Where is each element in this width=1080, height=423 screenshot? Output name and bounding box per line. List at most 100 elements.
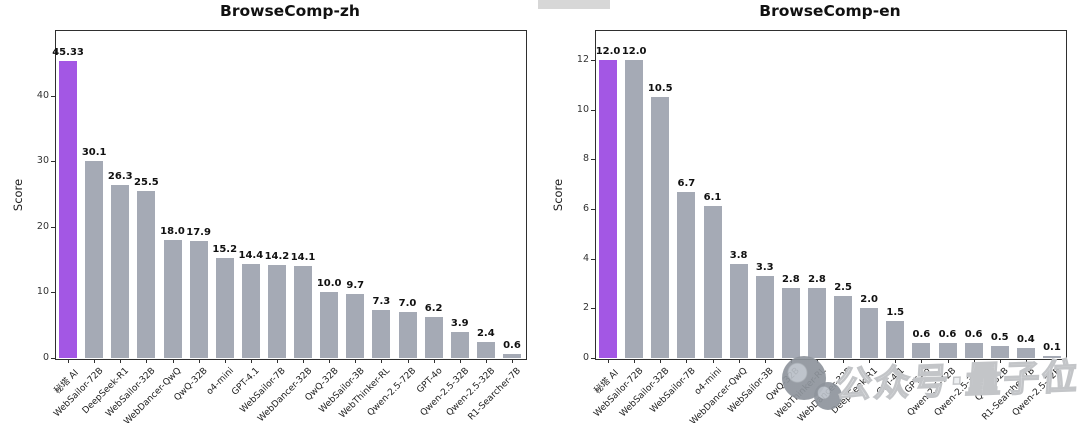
y-tick-mark [591, 258, 595, 260]
x-tick-mark [94, 359, 96, 363]
qbitai-logo-icon [814, 382, 842, 410]
chart-title: BrowseComp-en [759, 2, 901, 20]
bar-value-label: 7.3 [372, 296, 391, 308]
x-tick-mark [433, 359, 435, 363]
bar [677, 191, 696, 358]
bar [346, 294, 365, 358]
x-tick-mark [764, 359, 766, 363]
bar-value-label: 6.1 [703, 192, 722, 204]
bar-value-label: 14.4 [238, 249, 264, 261]
bar-value-label: 2.8 [781, 274, 800, 286]
bar [398, 312, 417, 358]
bar [163, 239, 182, 358]
bar-value-label: 0.5 [990, 331, 1009, 343]
y-axis-label: Score [11, 178, 25, 212]
bar-value-label: 17.9 [186, 226, 211, 238]
x-tick-mark [68, 359, 70, 363]
chart-browsecomp-en: BrowseComp-en Score 0 2 4 6 8 10 12 12.0 秘塔 AI 12… [540, 0, 1080, 423]
bar-value-label: 2.8 [808, 274, 826, 286]
bar [938, 343, 957, 358]
x-tick-mark [329, 359, 331, 363]
x-tick-mark [198, 359, 200, 363]
x-tick-mark [511, 359, 513, 363]
x-tick-mark [381, 359, 383, 363]
x-tick-mark [224, 359, 226, 363]
watermark: 公众号·量子位 [770, 346, 1080, 423]
x-tick-mark [485, 359, 487, 363]
y-tick-mark [591, 358, 595, 359]
bar [990, 345, 1009, 358]
bar [476, 342, 495, 358]
bar [651, 97, 670, 358]
y-tick-label: 0 [582, 352, 589, 363]
bar-value-label: 0.4 [1016, 334, 1035, 346]
y-tick-mark [51, 358, 55, 359]
bar [241, 263, 260, 358]
bar-value-label: 25.5 [134, 176, 159, 188]
bar-value-label: 30.1 [81, 146, 107, 158]
bar-value-label: 6.2 [424, 303, 443, 315]
bar-value-label: 0.6 [912, 329, 931, 341]
bar [1042, 355, 1061, 358]
bar-value-label: 10.5 [647, 83, 673, 95]
y-tick-label: 8 [582, 153, 589, 165]
y-tick-mark [591, 109, 595, 111]
bar-value-label: 7.0 [398, 298, 417, 310]
x-tick-mark [1025, 359, 1027, 363]
x-tick-mark [895, 359, 897, 363]
y-tick-label: 0 [42, 352, 49, 363]
bar [59, 60, 78, 358]
y-tick-mark [591, 208, 595, 210]
x-tick-mark [843, 359, 845, 363]
bar [137, 190, 156, 358]
x-tick-mark [712, 359, 714, 363]
y-tick-label: 12 [576, 53, 589, 65]
bar-value-label: 0.6 [938, 329, 957, 341]
bar [912, 343, 931, 358]
x-tick-mark [250, 359, 252, 363]
y-tick-mark [591, 59, 595, 61]
x-tick-mark [999, 359, 1001, 363]
x-tick-mark [407, 359, 409, 363]
x-tick-mark [1051, 359, 1053, 363]
y-tick-mark [51, 161, 55, 163]
bar [450, 332, 469, 358]
bar-value-label: 18.0 [160, 225, 185, 237]
bar-value-label: 3.9 [450, 318, 469, 330]
y-tick-mark [591, 308, 595, 310]
x-tick-mark [660, 359, 662, 363]
bar [860, 308, 879, 358]
y-tick-label: 40 [36, 89, 49, 101]
bar [755, 276, 774, 358]
bar [267, 264, 286, 358]
x-tick-mark [869, 359, 871, 363]
bar-value-label: 12.0 [595, 45, 621, 57]
bar-value-label: 1.5 [886, 306, 905, 318]
bar-value-label: 14.2 [264, 250, 290, 262]
x-tick-mark [947, 359, 949, 363]
bar-value-label: 15.2 [212, 244, 238, 256]
bar-value-label: 0.1 [1043, 341, 1061, 353]
y-tick-label: 10 [36, 286, 49, 298]
bar [215, 258, 234, 358]
bar [424, 317, 443, 358]
bar [111, 185, 130, 358]
x-tick-mark [276, 359, 278, 363]
bar-value-label: 9.7 [346, 280, 365, 292]
y-tick-mark [51, 95, 55, 97]
bar-value-label: 26.3 [107, 171, 133, 183]
bar [85, 160, 104, 358]
y-tick-label: 30 [36, 155, 49, 167]
bar-value-label: 10.0 [316, 278, 342, 290]
bar [320, 292, 339, 358]
plot-area [55, 30, 527, 360]
bar [625, 59, 644, 358]
bar-value-label: 3.8 [729, 249, 748, 261]
bar [781, 288, 800, 358]
bar [729, 263, 748, 358]
y-tick-mark [51, 226, 55, 228]
y-tick-label: 6 [582, 202, 589, 214]
chart-title: BrowseComp-zh [220, 2, 360, 20]
bar [189, 240, 208, 358]
